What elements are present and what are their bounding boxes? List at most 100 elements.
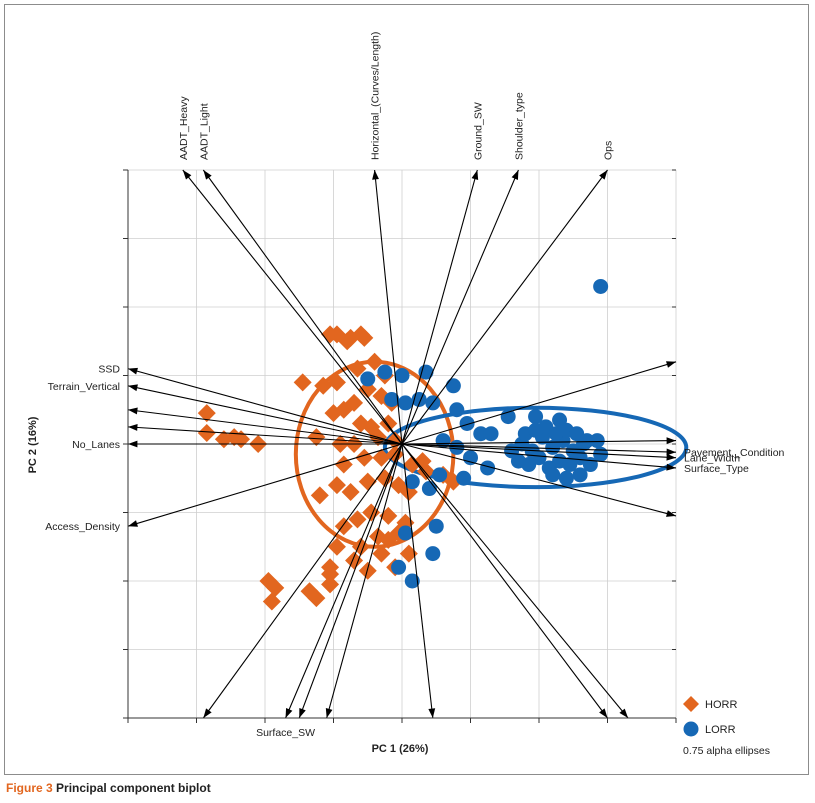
- point-horr: [372, 448, 391, 467]
- loading-label: SSD: [98, 364, 120, 376]
- point-lorr: [500, 409, 516, 425]
- legend-note: 0.75 alpha ellipses: [683, 745, 770, 757]
- point-horr: [262, 592, 281, 611]
- loading-label: Ops: [603, 141, 615, 160]
- arrow-head: [666, 448, 676, 456]
- loading-arrow: [401, 443, 434, 719]
- point-lorr: [545, 467, 561, 483]
- point-lorr: [391, 559, 407, 575]
- loading-arrow: [202, 169, 403, 445]
- loading-label: Surface_SW: [256, 727, 315, 739]
- loading-arrow: [401, 443, 677, 517]
- arrow-head: [325, 708, 333, 718]
- loading-arrow: [401, 361, 677, 445]
- arrow-head: [128, 520, 138, 527]
- legend-horr-label: HORR: [705, 699, 737, 711]
- point-horr: [310, 486, 329, 505]
- point-horr: [327, 537, 346, 556]
- arrow-head: [128, 384, 138, 392]
- point-lorr: [384, 391, 400, 407]
- point-lorr: [397, 525, 413, 541]
- legend-horr-marker: [683, 696, 699, 712]
- point-horr: [362, 503, 381, 522]
- axes: [123, 169, 677, 723]
- loading-arrow: [182, 169, 403, 445]
- loading-arrow: [127, 443, 403, 527]
- loading-label: Lane_Width: [684, 453, 740, 465]
- loading-label: No_Lanes: [72, 439, 120, 451]
- point-horr: [321, 575, 340, 594]
- point-horr: [314, 376, 333, 395]
- point-lorr: [558, 470, 574, 486]
- point-horr: [266, 578, 285, 597]
- figure-title: Principal component biplot: [56, 781, 211, 795]
- arrow-head: [128, 424, 138, 431]
- point-horr: [372, 544, 391, 563]
- loading-arrow: [401, 440, 677, 445]
- point-lorr: [449, 402, 465, 418]
- arrow-head: [299, 708, 306, 718]
- loading-arrow: [401, 169, 478, 445]
- point-horr: [355, 448, 374, 467]
- point-lorr: [572, 467, 588, 483]
- loading-label: Terrain_Vertical: [48, 381, 120, 393]
- point-lorr: [397, 395, 413, 411]
- point-lorr: [404, 573, 420, 589]
- loading-arrow: [298, 443, 403, 719]
- arrow-head: [619, 708, 629, 718]
- point-lorr: [480, 460, 496, 476]
- point-lorr: [445, 378, 461, 394]
- point-horr: [197, 404, 216, 423]
- loading-label: Ground_SW: [472, 102, 484, 160]
- point-lorr: [425, 546, 441, 562]
- point-lorr: [394, 368, 410, 383]
- arrow-head: [128, 440, 138, 448]
- point-horr: [358, 561, 377, 580]
- point-lorr: [428, 518, 444, 534]
- point-horr: [197, 424, 216, 443]
- loading-arrow: [401, 443, 608, 719]
- arrow-head: [128, 367, 138, 375]
- loading-arrow: [401, 443, 677, 453]
- point-lorr: [377, 364, 393, 380]
- legend-lorr-label: LORR: [705, 724, 736, 736]
- loading-label: Access_Density: [45, 521, 120, 533]
- point-horr: [345, 551, 364, 570]
- ellipse-lorr: [382, 405, 689, 490]
- point-horr: [365, 352, 384, 371]
- loading-label: Surface_Type: [684, 463, 749, 475]
- point-horr: [327, 476, 346, 495]
- loading-arrow: [374, 169, 403, 445]
- figure-label: Figure 3: [6, 781, 53, 795]
- loading-arrow: [285, 443, 403, 719]
- arrow-head: [182, 170, 192, 180]
- point-lorr: [593, 278, 609, 294]
- point-horr: [321, 558, 340, 577]
- point-lorr: [432, 467, 448, 483]
- loading-arrows: [127, 169, 677, 719]
- loading-label: Shoulder_type: [513, 92, 525, 160]
- loading-arrow: [127, 426, 403, 445]
- loading-arrow: [401, 443, 629, 719]
- arrow-head: [203, 708, 212, 718]
- figure-frame: [4, 4, 809, 775]
- point-horr: [355, 328, 374, 347]
- point-horr: [307, 428, 326, 447]
- arrow-head: [599, 708, 608, 718]
- point-lorr: [418, 364, 434, 380]
- point-lorr: [404, 474, 420, 490]
- legend-lorr-marker: [683, 721, 699, 737]
- arrow-head: [203, 170, 212, 180]
- point-lorr: [579, 433, 595, 449]
- loading-label: Pavement _Condition: [684, 447, 785, 459]
- scatter-points: [197, 278, 609, 611]
- arrow-head: [666, 453, 676, 461]
- legend: HORR LORR 0.75 alpha ellipses: [683, 696, 770, 757]
- arrow-head: [128, 407, 138, 415]
- loading-arrow: [127, 385, 403, 445]
- point-lorr: [473, 426, 489, 442]
- loading-label: AADT_Heavy: [178, 96, 190, 160]
- arrow-head: [428, 708, 436, 718]
- point-lorr: [531, 450, 547, 466]
- arrow-head: [666, 361, 676, 368]
